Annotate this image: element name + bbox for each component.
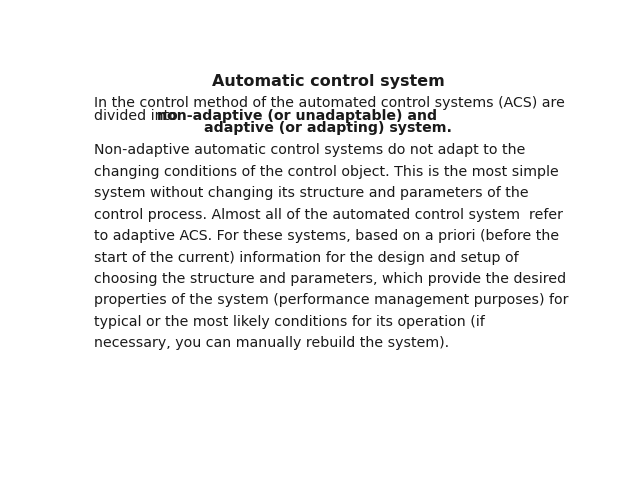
Text: to adaptive ACS. For these systems, based on a priori (before the: to adaptive ACS. For these systems, base… — [94, 229, 559, 243]
Text: non-adaptive (or unadaptable) and: non-adaptive (or unadaptable) and — [157, 109, 437, 123]
Text: control process. Almost all of the automated control system  refer: control process. Almost all of the autom… — [94, 208, 563, 222]
Text: choosing the structure and parameters, which provide the desired: choosing the structure and parameters, w… — [94, 272, 566, 286]
Text: properties of the system (performance management purposes) for: properties of the system (performance ma… — [94, 293, 568, 307]
Text: typical or the most likely conditions for its operation (if: typical or the most likely conditions fo… — [94, 315, 484, 329]
Text: In the control method of the automated control systems (ACS) are: In the control method of the automated c… — [94, 96, 564, 110]
Text: start of the current) information for the design and setup of: start of the current) information for th… — [94, 251, 518, 264]
Text: Non-adaptive automatic control systems do not adapt to the: Non-adaptive automatic control systems d… — [94, 144, 525, 157]
Text: Automatic control system: Automatic control system — [212, 74, 444, 89]
Text: changing conditions of the control object. This is the most simple: changing conditions of the control objec… — [94, 165, 559, 179]
Text: system without changing its structure and parameters of the: system without changing its structure an… — [94, 186, 529, 200]
Text: adaptive (or adapting) system.: adaptive (or adapting) system. — [204, 121, 452, 135]
Text: necessary, you can manually rebuild the system).: necessary, you can manually rebuild the … — [94, 336, 449, 350]
Text: divided into: divided into — [94, 109, 182, 123]
